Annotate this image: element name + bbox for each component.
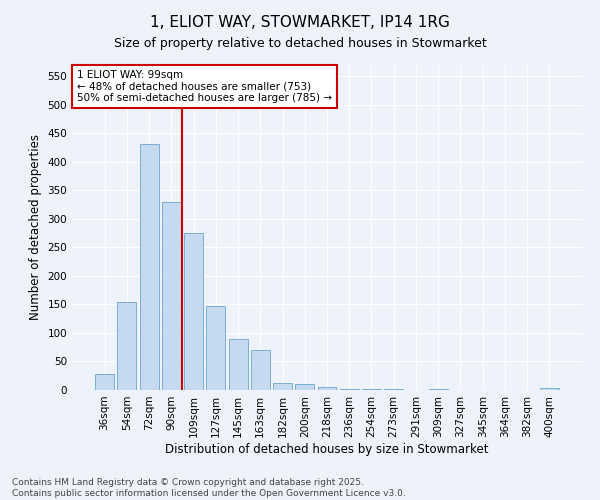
Bar [95,374,114,390]
Bar [206,306,225,390]
Bar [118,302,136,390]
Bar [317,386,337,390]
Bar [273,382,292,390]
Bar [184,233,203,390]
Text: Size of property relative to detached houses in Stowmarket: Size of property relative to detached ho… [113,38,487,51]
Bar [295,384,314,390]
Bar [162,202,181,390]
X-axis label: Distribution of detached houses by size in Stowmarket: Distribution of detached houses by size … [165,442,489,456]
Bar [251,350,270,390]
Bar [229,338,248,390]
Bar [540,388,559,390]
Bar [140,144,158,390]
Text: Contains HM Land Registry data © Crown copyright and database right 2025.
Contai: Contains HM Land Registry data © Crown c… [12,478,406,498]
Bar [340,389,359,390]
Y-axis label: Number of detached properties: Number of detached properties [29,134,42,320]
Text: 1, ELIOT WAY, STOWMARKET, IP14 1RG: 1, ELIOT WAY, STOWMARKET, IP14 1RG [150,15,450,30]
Text: 1 ELIOT WAY: 99sqm
← 48% of detached houses are smaller (753)
50% of semi-detach: 1 ELIOT WAY: 99sqm ← 48% of detached hou… [77,70,332,103]
